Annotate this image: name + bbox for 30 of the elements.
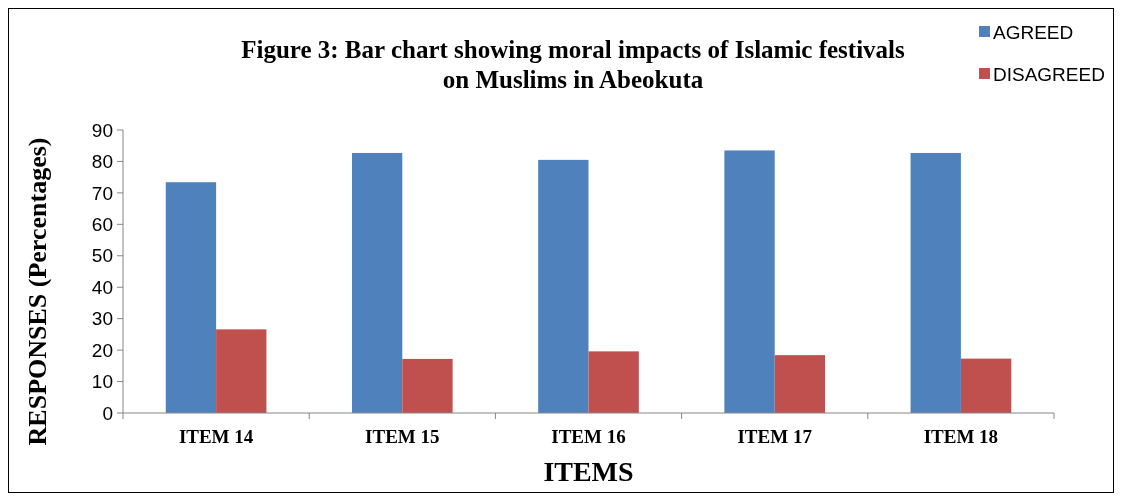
bar [910, 152, 961, 413]
x-tick-label: ITEM 15 [365, 426, 440, 447]
legend-label: DISAGREED [993, 63, 1105, 85]
y-tick-label: 30 [91, 308, 113, 330]
y-tick-label: 20 [91, 339, 113, 361]
y-tick-label: 90 [91, 119, 113, 141]
x-tick-label: ITEM 16 [551, 426, 626, 447]
y-tick-label: 70 [91, 182, 113, 204]
bar [774, 355, 826, 413]
bar [538, 159, 589, 413]
y-tick-label: 80 [91, 151, 113, 173]
bar [402, 358, 453, 413]
x-tick-label: ITEM 17 [737, 426, 813, 447]
x-tick-label: ITEM 18 [923, 426, 999, 447]
x-tick-label: ITEM 14 [178, 426, 254, 447]
y-tick-label: 40 [91, 276, 113, 298]
bar [724, 150, 775, 413]
y-tick-label: 10 [91, 371, 113, 393]
bar [165, 182, 217, 413]
bar [216, 329, 267, 413]
bar [588, 351, 639, 413]
chart-title: Figure 3: Bar chart showing moral impacts of Islamic festivals on Muslims in Abeokuta [241, 36, 906, 93]
bar [960, 358, 1012, 413]
bar [351, 152, 403, 413]
y-axis-title: RESPONSES (Percentages) [23, 137, 52, 446]
y-tick-label: 50 [91, 245, 113, 267]
x-axis-title: ITEMS [543, 456, 634, 487]
y-tick-label: 0 [102, 402, 113, 424]
legend-label: AGREED [993, 21, 1074, 43]
y-tick-label: 60 [91, 213, 113, 235]
